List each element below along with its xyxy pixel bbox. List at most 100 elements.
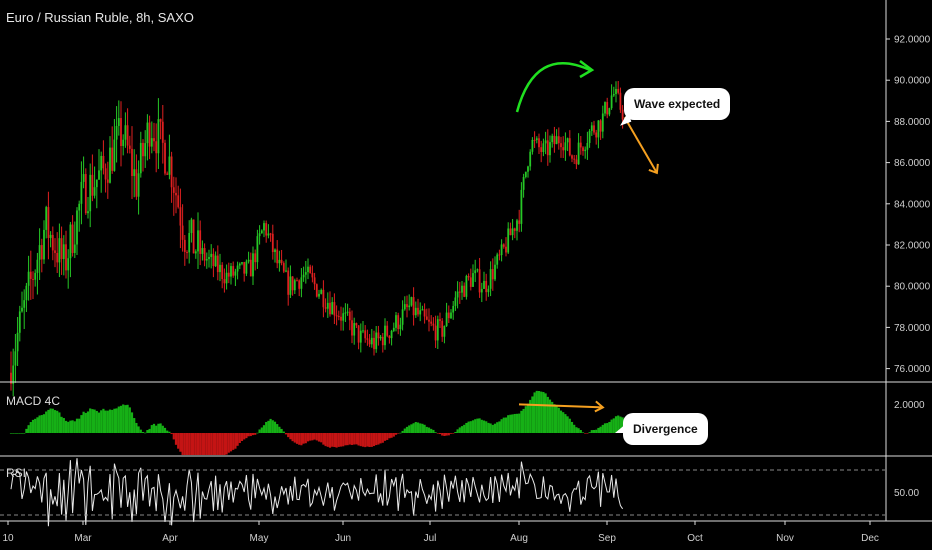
macd-bar	[203, 433, 206, 455]
candle-body	[58, 238, 61, 263]
candle-body	[469, 277, 472, 287]
candle-body	[452, 305, 455, 313]
macd-bar	[566, 416, 569, 433]
candle-body	[157, 119, 160, 154]
candle-body	[373, 337, 375, 350]
candle-body	[553, 135, 556, 145]
macd-bar	[493, 423, 497, 433]
candle-body	[254, 253, 257, 263]
macd-bar	[304, 433, 307, 444]
candle-body	[133, 169, 136, 177]
macd-bar	[355, 433, 358, 445]
candle-body	[201, 248, 204, 254]
candle-body	[256, 236, 259, 263]
macd-bar	[232, 433, 235, 450]
macd-bar	[82, 411, 85, 433]
macd-bar	[168, 431, 171, 433]
macd-bar	[540, 391, 543, 433]
candle-body	[577, 142, 580, 165]
candle-body	[170, 156, 173, 188]
macd-bar	[148, 428, 151, 433]
price-tick-label: 90.0000	[894, 76, 931, 87]
macd-bar	[18, 433, 21, 434]
candle-body	[608, 108, 611, 115]
candle-body	[14, 351, 17, 366]
time-tick-label: Apr	[162, 533, 178, 544]
macd-bar	[320, 433, 323, 443]
macd-bar	[335, 433, 338, 448]
candle-body	[461, 285, 463, 293]
candle-body	[25, 285, 28, 301]
macd-bar	[29, 422, 32, 433]
candle-body	[340, 316, 342, 321]
candle-body	[71, 224, 74, 253]
candle-body	[511, 228, 514, 236]
macd-bar	[337, 433, 340, 447]
macd-bar	[284, 433, 288, 435]
macd-bar	[271, 420, 274, 433]
macd-bar	[485, 421, 488, 433]
candle-body	[527, 166, 529, 172]
macd-bar	[579, 429, 582, 433]
macd-bar	[445, 433, 448, 436]
macd-bar	[509, 414, 512, 433]
macd-bar	[128, 407, 131, 433]
candle-body	[425, 316, 428, 320]
candle-body	[421, 309, 424, 311]
candle-body	[225, 272, 228, 284]
candle-body	[76, 210, 78, 245]
macd-bar	[185, 433, 189, 455]
divergence-arrowhead	[594, 400, 605, 413]
candle-body	[293, 280, 296, 291]
candle-body	[212, 253, 215, 267]
candle-body	[379, 336, 382, 339]
candle-body	[368, 339, 371, 345]
macd-bar	[498, 421, 501, 433]
candle-body	[56, 253, 59, 263]
candle-body	[403, 304, 406, 310]
rsi-label: RSI	[6, 466, 27, 480]
macd-bar	[430, 428, 433, 433]
macd-bar	[331, 433, 334, 447]
candle-body	[419, 310, 422, 315]
candle-body	[546, 140, 549, 156]
candle-body	[513, 228, 516, 231]
macd-bar	[20, 433, 24, 434]
candle-body	[507, 228, 510, 253]
macd-bar	[559, 410, 563, 433]
price-tick-label: 78.0000	[894, 323, 931, 334]
candle-body	[117, 118, 120, 126]
candle-body	[326, 302, 329, 309]
macd-bar	[170, 433, 173, 435]
macd-bar	[216, 433, 219, 455]
price-tick-label: 88.0000	[894, 117, 931, 128]
macd-bar	[273, 421, 277, 433]
macd-bar	[463, 424, 466, 433]
candle-body	[604, 102, 606, 114]
candle-body	[227, 272, 230, 277]
candle-body	[291, 276, 294, 291]
candle-body	[258, 233, 261, 237]
wave-expected-callout: Wave expected	[624, 88, 731, 120]
candle-body	[243, 262, 246, 274]
macd-bar	[163, 427, 167, 433]
forecast-arrowhead	[648, 163, 659, 175]
macd-bar	[84, 412, 87, 433]
macd-bar	[152, 423, 156, 433]
macd-bar	[289, 433, 292, 440]
candle-body	[142, 142, 144, 157]
candle-body	[73, 244, 76, 253]
candle-body	[296, 280, 298, 282]
macd-bar	[474, 419, 477, 433]
price-tick-label: 80.0000	[894, 282, 931, 293]
candle-body	[161, 121, 164, 143]
candle-body	[595, 132, 598, 138]
candle-body	[601, 113, 604, 132]
macd-bar	[73, 421, 76, 433]
candle-body	[210, 253, 213, 258]
candle-body	[516, 220, 518, 231]
macd-bar	[339, 433, 343, 447]
candle-body	[186, 251, 188, 253]
macd-bar	[89, 408, 92, 433]
